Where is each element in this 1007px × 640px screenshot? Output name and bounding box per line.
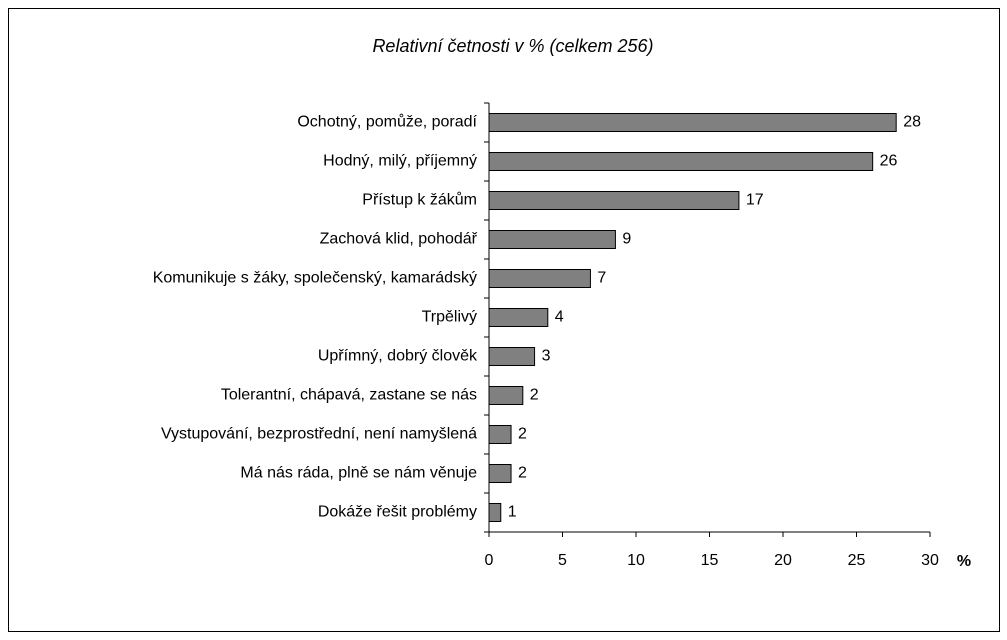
bar — [488, 308, 549, 327]
value-label: 3 — [542, 348, 551, 365]
x-tick-label: 15 — [701, 552, 719, 569]
y-tick-label: Upřímný, dobrý člověk — [318, 348, 478, 365]
bar — [488, 230, 616, 249]
bar — [488, 464, 512, 483]
bar — [488, 152, 874, 171]
value-label: 2 — [530, 387, 539, 404]
y-tick-label: Dokáže řešit problémy — [318, 504, 477, 521]
value-label: 9 — [622, 231, 631, 248]
y-tick-label: Ochotný, pomůže, poradí — [297, 113, 477, 131]
x-tick-label: 5 — [558, 552, 567, 569]
x-tick-label: 30 — [921, 552, 939, 569]
x-tick-label: 25 — [848, 552, 866, 569]
value-label: 2 — [518, 426, 527, 443]
bar — [488, 269, 591, 288]
value-label: 4 — [555, 309, 564, 326]
value-label: 7 — [597, 270, 606, 287]
y-tick-label: Zachová klid, pohodář — [320, 231, 478, 248]
y-tick-label: Přístup k žákům — [362, 191, 477, 209]
x-tick-label: 20 — [774, 552, 792, 569]
value-label: 1 — [508, 504, 517, 521]
bar — [488, 113, 897, 132]
y-tick-label: Tolerantní, chápavá, zastane se nás — [221, 387, 477, 404]
chart-title: Relativní četnosti v % (celkem 256) — [372, 36, 653, 56]
x-tick-label: 10 — [627, 552, 645, 569]
value-label: 2 — [518, 465, 527, 482]
y-tick-label: Komunikuje s žáky, společenský, kamaráds… — [153, 270, 477, 287]
y-tick-label: Hodný, milý, příjemný — [323, 153, 477, 170]
bar — [488, 503, 502, 522]
bar — [488, 347, 536, 366]
x-tick-label: 0 — [485, 552, 494, 569]
bar — [488, 425, 512, 444]
y-tick-label: Má nás ráda, plně se nám věnuje — [240, 465, 477, 482]
bar — [488, 191, 740, 210]
value-label: 17 — [746, 192, 764, 209]
value-label: 28 — [903, 114, 921, 131]
y-tick-label: Vystupování, bezprostřední, není namyšle… — [161, 426, 477, 443]
value-label: 26 — [880, 153, 898, 170]
y-tick-label: Trpělivý — [422, 309, 477, 326]
x-axis-label: % — [957, 553, 971, 570]
bar — [488, 386, 524, 405]
